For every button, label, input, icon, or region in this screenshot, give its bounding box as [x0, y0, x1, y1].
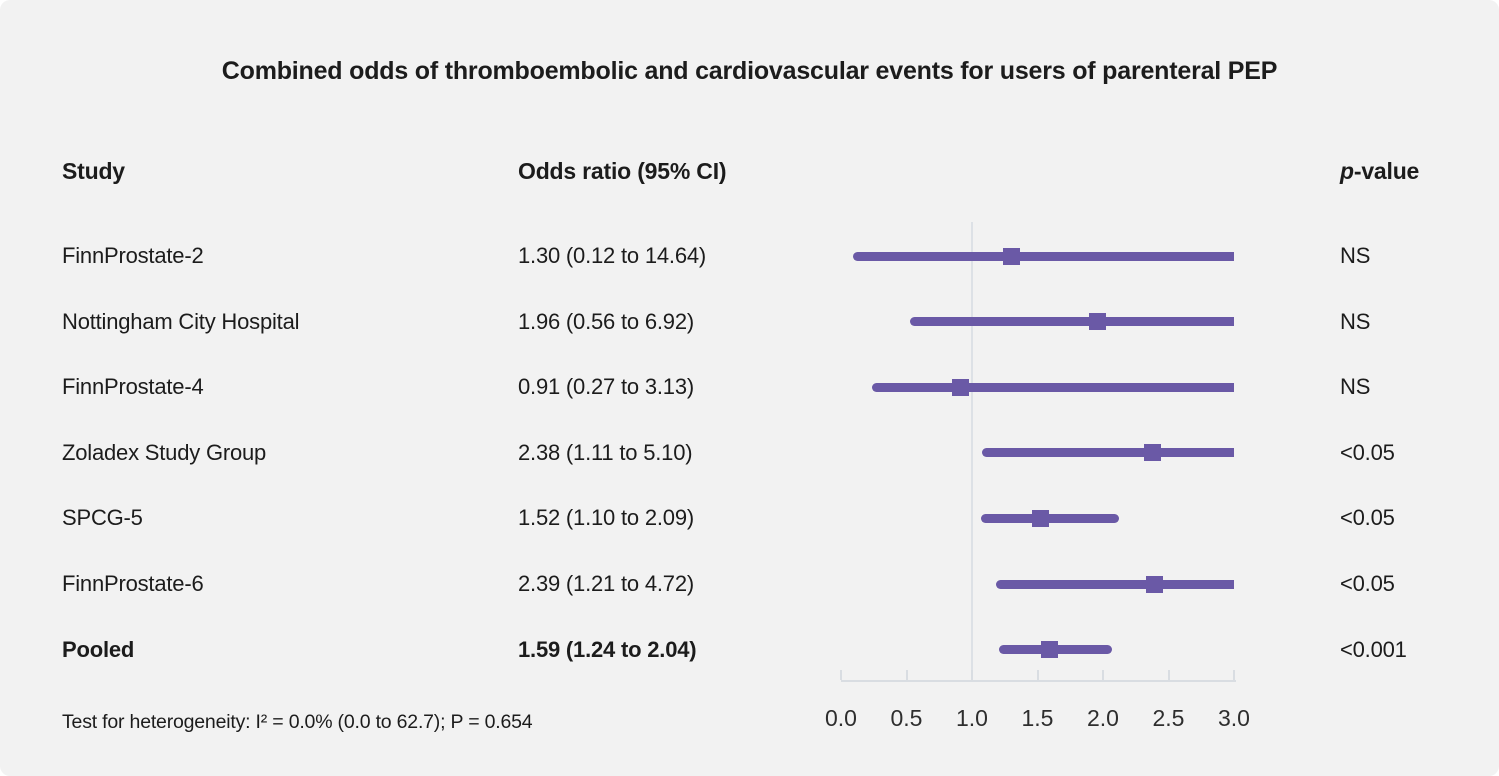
study-label: FinnProstate-2	[62, 243, 204, 268]
p-value: <0.05	[1340, 439, 1395, 465]
ci-line	[981, 513, 1119, 523]
ci-line	[852, 251, 1234, 261]
p-value: NS	[1340, 243, 1371, 268]
x-axis-line	[841, 680, 1236, 682]
x-axis-tick-label: 2.5	[1152, 705, 1185, 731]
chart-title: Combined odds of thromboembolic and card…	[221, 57, 1278, 85]
or-marker	[1145, 575, 1163, 593]
ci-line	[872, 382, 1234, 392]
study-label: Pooled	[62, 636, 135, 662]
ci-line	[995, 579, 1234, 589]
p-value: <0.05	[1340, 571, 1395, 596]
x-axis-tick	[971, 670, 973, 680]
column-header-study: Study	[62, 158, 125, 184]
p-value: NS	[1340, 374, 1371, 400]
x-axis-tick	[1233, 670, 1235, 680]
p-value: NS	[1340, 308, 1371, 334]
x-axis-tick	[1167, 670, 1170, 680]
p-value-header-rest: -value	[1353, 158, 1420, 184]
odds-ratio-value: 2.38 (1.11 to 5.10)	[518, 439, 693, 465]
study-label: Nottingham City Hospital	[62, 308, 300, 334]
x-axis-tick-label: 2.0	[1087, 705, 1119, 731]
x-axis-tick-label: 0.0	[825, 705, 857, 731]
x-axis-tick-label: 1.0	[956, 705, 988, 731]
column-header-p-value: p-value	[1340, 156, 1419, 186]
p-value-header-italic-p: p	[1340, 158, 1354, 184]
or-marker	[1144, 444, 1162, 462]
or-marker	[1040, 641, 1058, 659]
column-header-odds-ratio: Odds ratio (95% CI)	[518, 158, 727, 184]
heterogeneity-note: Test for heterogeneity: I² = 0.0% (0.0 t…	[62, 711, 533, 733]
x-axis-tick	[1036, 670, 1039, 680]
odds-ratio-value: 1.96 (0.56 to 6.92)	[518, 308, 694, 334]
x-axis-tick	[840, 670, 842, 680]
study-label: FinnProstate-6	[62, 571, 204, 596]
p-value: <0.001	[1340, 636, 1407, 662]
or-marker	[1031, 509, 1049, 527]
study-label: Zoladex Study Group	[62, 439, 267, 465]
study-label: SPCG-5	[62, 505, 143, 531]
ci-line	[910, 317, 1234, 327]
odds-ratio-value: 1.52 (1.10 to 2.09)	[518, 505, 694, 531]
x-axis-tick-label: 3.0	[1218, 705, 1250, 731]
or-marker	[1002, 247, 1020, 265]
p-value: <0.05	[1340, 505, 1395, 531]
odds-ratio-value: 0.91 (0.27 to 3.13)	[518, 374, 694, 400]
odds-ratio-value: 1.59 (1.24 to 2.04)	[518, 636, 697, 662]
odds-ratio-value: 2.39 (1.21 to 4.72)	[518, 571, 694, 596]
or-marker	[1089, 313, 1107, 331]
reference-line-or-1	[971, 222, 973, 682]
x-axis-tick	[1102, 670, 1104, 680]
or-marker	[951, 378, 969, 396]
x-axis-tick-label: 1.5	[1021, 705, 1054, 731]
ci-line	[982, 448, 1234, 458]
x-axis-tick	[905, 670, 908, 680]
study-label: FinnProstate-4	[62, 374, 204, 400]
odds-ratio-value: 1.30 (0.12 to 14.64)	[518, 243, 707, 268]
x-axis-tick-label: 0.5	[890, 705, 923, 731]
